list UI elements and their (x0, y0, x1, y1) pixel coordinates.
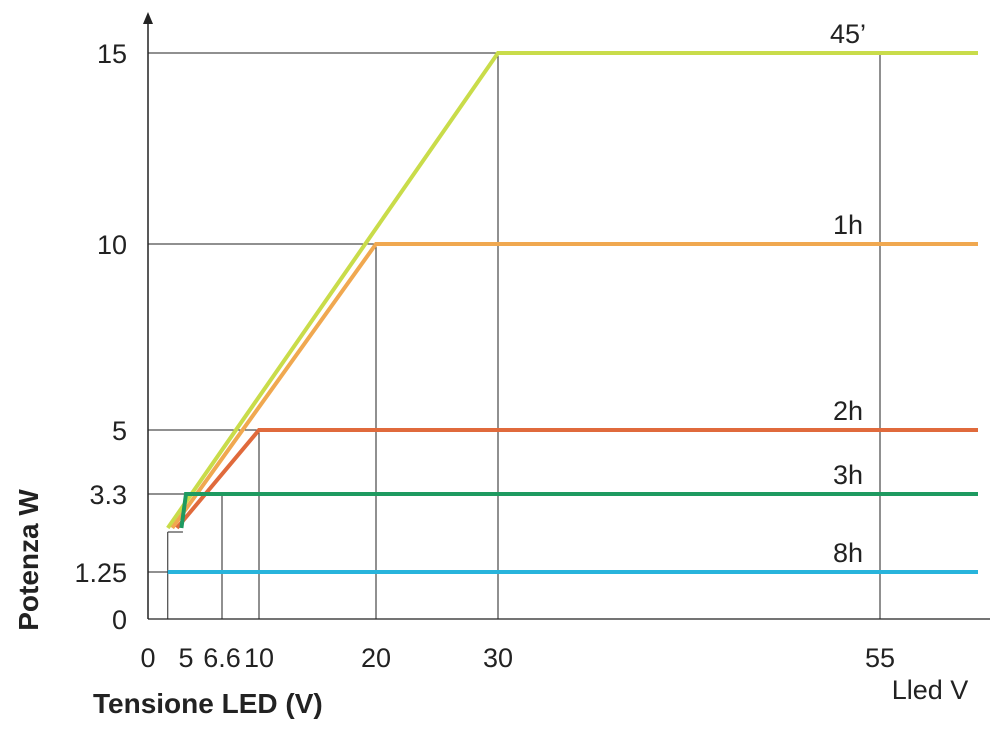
y-axis-arrow (143, 12, 153, 24)
x-tick-label: 20 (361, 643, 391, 673)
y-tick-label: 3.3 (89, 480, 127, 510)
y-axis-title: Potenza W (13, 489, 44, 631)
y-tick-label: 15 (97, 39, 127, 69)
x-unit-label: Lled V (892, 675, 969, 705)
x-tick-label: 6.6 (203, 643, 241, 673)
series-line-1 (166, 51, 978, 530)
x-tick-label: 55 (865, 643, 895, 673)
series-label-5: 8h (833, 538, 863, 568)
x-tick-label: 30 (483, 643, 513, 673)
series-label-3: 2h (833, 396, 863, 426)
series-label-1: 45’ (830, 19, 866, 49)
series-label-2: 1h (833, 210, 863, 240)
y-tick-label: 10 (97, 230, 127, 260)
x-tick-label: 0 (140, 643, 155, 673)
y-tick-label: 0 (112, 605, 127, 635)
y-tick-label: 5 (112, 416, 127, 446)
x-tick-label: 5 (178, 643, 193, 673)
x-tick-label: 10 (244, 643, 274, 673)
series-label-4: 3h (833, 460, 863, 490)
reference-lines (148, 52, 881, 619)
series-layer (166, 51, 978, 574)
y-tick-label: 1.25 (74, 558, 127, 588)
axes (143, 12, 990, 620)
x-axis-title: Tensione LED (V) (93, 688, 323, 719)
series-line-4 (179, 492, 978, 529)
series-line-2 (170, 242, 978, 530)
series-labels: 45’ 1h 2h 3h 8h (830, 19, 866, 568)
